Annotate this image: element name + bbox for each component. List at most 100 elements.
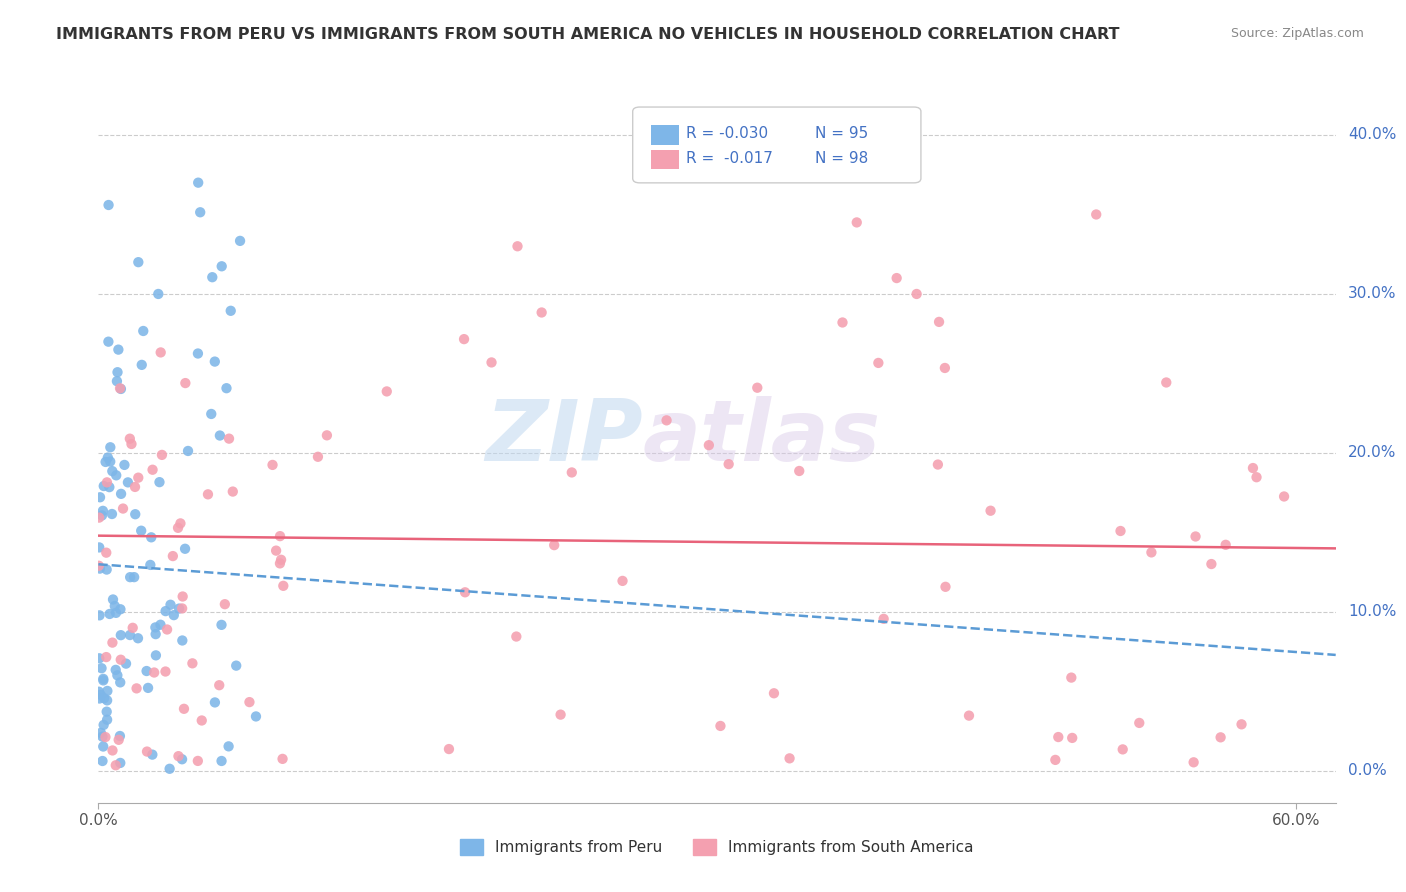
Point [886, 271, 908, 285]
Text: 0.0%: 0.0% [1348, 764, 1386, 779]
Point [127, 471, 149, 485]
Point [91, 754, 114, 768]
Point [1209, 731, 1232, 745]
Point [655, 413, 678, 427]
Point [156, 623, 179, 637]
Point [101, 743, 124, 757]
Point [107, 365, 129, 379]
Point [148, 475, 170, 490]
Point [132, 324, 155, 338]
Text: 40.0%: 40.0% [1348, 128, 1396, 143]
Point [141, 530, 163, 544]
Point [136, 681, 159, 695]
Point [108, 381, 131, 395]
Point [208, 428, 231, 442]
Point [93, 691, 115, 706]
Point [97, 334, 120, 349]
Point [91, 504, 114, 518]
Point [905, 287, 928, 301]
Point [273, 579, 295, 593]
Point [717, 457, 740, 471]
Point [218, 432, 240, 446]
Point [957, 708, 980, 723]
Point [1201, 557, 1223, 571]
Text: ZIP: ZIP [485, 395, 643, 479]
Point [174, 376, 197, 390]
Point [91, 672, 114, 686]
Point [211, 754, 233, 768]
Point [1246, 470, 1268, 484]
Point [110, 602, 132, 616]
Point [187, 176, 209, 190]
Point [89, 691, 111, 706]
Point [872, 612, 894, 626]
Point [1085, 207, 1108, 221]
Point [222, 484, 245, 499]
Point [91, 739, 114, 754]
Point [90, 726, 112, 740]
Point [142, 463, 165, 477]
Point [90, 688, 112, 702]
Point [1184, 529, 1206, 543]
Text: Source: ZipAtlas.com: Source: ZipAtlas.com [1230, 27, 1364, 40]
Point [238, 695, 260, 709]
Point [89, 541, 111, 555]
Point [1156, 376, 1178, 390]
Point [204, 695, 226, 709]
Point [543, 538, 565, 552]
Point [779, 751, 801, 765]
Point [105, 374, 128, 388]
Point [145, 620, 167, 634]
Point [200, 407, 222, 421]
Point [110, 487, 132, 501]
Point [211, 260, 233, 274]
Point [104, 663, 127, 677]
Point [174, 541, 197, 556]
Point [124, 507, 146, 521]
Point [125, 681, 148, 696]
Point [135, 664, 157, 678]
Point [204, 354, 226, 368]
Point [845, 215, 868, 229]
Point [155, 604, 177, 618]
Point [93, 718, 115, 732]
Point [159, 762, 181, 776]
Point [131, 358, 153, 372]
Point [97, 450, 120, 465]
Point [934, 361, 956, 376]
Point [1045, 753, 1067, 767]
Point [167, 521, 190, 535]
Point [96, 713, 118, 727]
Point [98, 480, 121, 494]
Point [89, 608, 111, 623]
Point [201, 270, 224, 285]
Point [709, 719, 731, 733]
Text: R = -0.030: R = -0.030 [686, 127, 768, 141]
Point [245, 709, 267, 723]
Point [262, 458, 284, 472]
Point [91, 508, 114, 523]
Point [177, 444, 200, 458]
Point [172, 633, 194, 648]
Point [122, 570, 145, 584]
Point [110, 382, 132, 396]
Point [219, 303, 242, 318]
Point [96, 563, 118, 577]
Point [264, 543, 287, 558]
Point [127, 632, 149, 646]
Point [173, 702, 195, 716]
Point [96, 693, 118, 707]
Text: 20.0%: 20.0% [1348, 445, 1396, 460]
Point [145, 648, 167, 663]
Point [831, 316, 853, 330]
Point [1109, 524, 1132, 538]
Point [980, 504, 1002, 518]
Text: 30.0%: 30.0% [1348, 286, 1396, 301]
Point [111, 501, 134, 516]
Point [89, 651, 111, 665]
Point [271, 752, 294, 766]
Point [127, 255, 149, 269]
Point [1140, 545, 1163, 559]
Point [149, 345, 172, 359]
Point [118, 628, 141, 642]
